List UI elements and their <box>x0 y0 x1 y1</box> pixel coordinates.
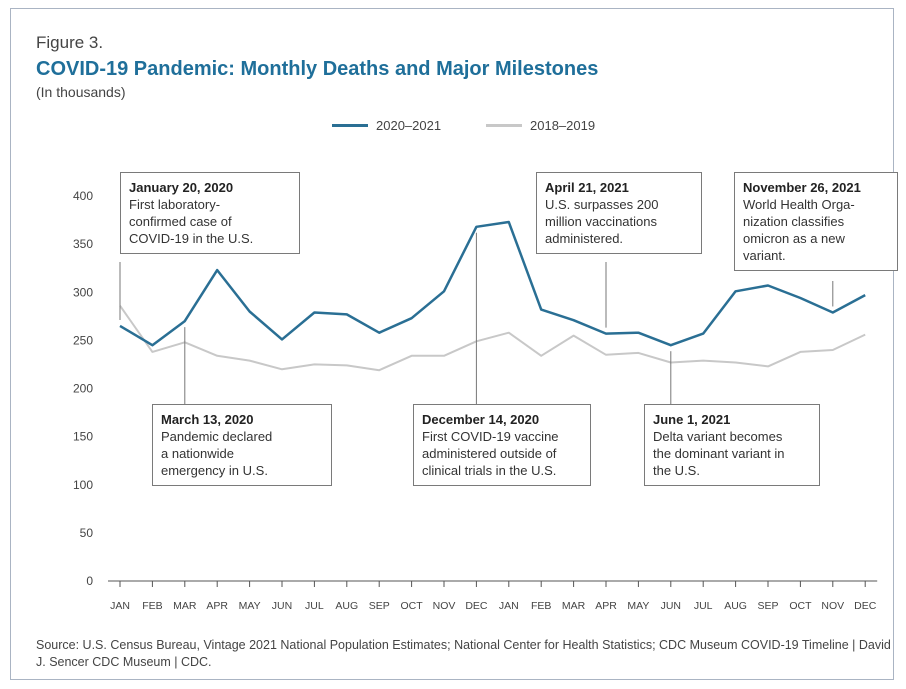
y-tick-label: 300 <box>73 285 93 299</box>
x-tick-label: JUL <box>305 600 324 612</box>
x-tick-label: JAN <box>110 600 130 612</box>
annotation-box: December 14, 2020 First COVID-19 vaccine … <box>413 404 591 486</box>
source-note: Source: U.S. Census Bureau, Vintage 2021… <box>36 638 891 669</box>
x-tick-label: MAY <box>627 600 649 612</box>
annotation-text: U.S. surpasses 200 million vaccinations … <box>545 197 659 246</box>
annotation-date: January 20, 2020 <box>129 180 234 195</box>
legend-item-2020-2021: 2020–2021 <box>332 118 441 133</box>
x-tick-label: APR <box>206 600 228 612</box>
legend-item-2018-2019: 2018–2019 <box>486 118 595 133</box>
chart-subtitle: (In thousands) <box>36 84 126 100</box>
x-tick-label: NOV <box>433 600 456 612</box>
x-tick-label: FEB <box>531 600 551 612</box>
figure-label: Figure 3. <box>36 33 104 52</box>
annotation-date: April 21, 2021 <box>545 180 629 195</box>
annotation-date: June 1, 2021 <box>653 412 731 427</box>
x-tick-label: JUL <box>694 600 713 612</box>
legend-label: 2018–2019 <box>530 118 596 133</box>
x-tick-label: APR <box>595 600 617 612</box>
figure-frame <box>10 8 894 680</box>
y-tick-label: 50 <box>80 526 94 540</box>
x-tick-label: OCT <box>401 600 424 612</box>
y-tick-label: 150 <box>73 430 93 444</box>
x-tick-label: DEC <box>854 600 877 612</box>
legend-swatch <box>486 124 522 127</box>
x-tick-label: AUG <box>724 600 747 612</box>
y-tick-label: 250 <box>73 333 93 347</box>
x-tick-label: MAR <box>173 600 197 612</box>
legend-swatch <box>332 124 368 127</box>
x-tick-label: FEB <box>142 600 162 612</box>
annotation-box: April 21, 2021 U.S. surpasses 200 million… <box>536 172 702 254</box>
y-tick-label: 100 <box>73 478 93 492</box>
annotation-date: November 26, 2021 <box>743 180 861 195</box>
y-tick-label: 200 <box>73 382 93 396</box>
annotation-text: First laboratory- confirmed case of COVI… <box>129 197 254 246</box>
x-tick-label: NOV <box>821 600 844 612</box>
series-line <box>119 220 866 347</box>
y-tick-label: 0 <box>86 574 93 588</box>
x-tick-label: DEC <box>465 600 488 612</box>
annotation-box: March 13, 2020 Pandemic declared a nation… <box>152 404 332 486</box>
annotation-box: November 26, 2021 World Health Orga- niza… <box>734 172 898 271</box>
x-tick-label: AUG <box>335 600 358 612</box>
x-tick-label: JUN <box>661 600 681 612</box>
x-tick-label: MAY <box>239 600 261 612</box>
x-tick-label: JUN <box>272 600 292 612</box>
x-tick-label: JAN <box>499 600 519 612</box>
annotation-box: June 1, 2021 Delta variant becomes the do… <box>644 404 820 486</box>
x-tick-label: OCT <box>789 600 812 612</box>
x-tick-label: SEP <box>369 600 390 612</box>
x-tick-label: MAR <box>562 600 586 612</box>
annotation-date: March 13, 2020 <box>161 412 254 427</box>
y-tick-label: 350 <box>73 237 93 251</box>
y-tick-label: 400 <box>73 189 93 203</box>
series-line <box>119 305 866 372</box>
chart-title: COVID-19 Pandemic: Monthly Deaths and Ma… <box>36 58 599 80</box>
annotation-text: First COVID-19 vaccine administered outs… <box>422 429 559 478</box>
x-tick-label: SEP <box>757 600 778 612</box>
annotation-box: January 20, 2020 First laboratory- confir… <box>120 172 300 254</box>
annotation-text: Pandemic declared a nationwide emergency… <box>161 429 273 478</box>
annotation-text: World Health Orga- nization classifies o… <box>743 197 855 263</box>
annotation-text: Delta variant becomes the dominant varia… <box>653 429 785 478</box>
legend-label: 2020–2021 <box>376 118 442 133</box>
annotation-date: December 14, 2020 <box>422 412 540 427</box>
